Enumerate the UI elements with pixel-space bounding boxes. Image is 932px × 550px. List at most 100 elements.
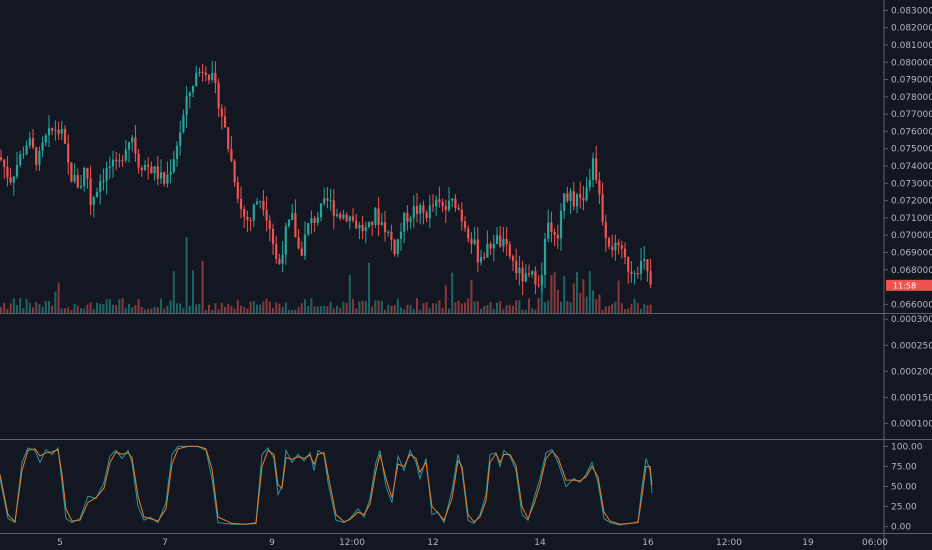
volume-bar [102,304,105,313]
volume-bar [294,309,297,313]
candle-body [419,205,422,214]
candle-body [390,231,393,241]
indicator-axis-label: 0.000250 [891,341,932,351]
candle-body [294,213,297,238]
time-axis[interactable]: 5 7 9 12:00 12 14 16 12:00 19 06:00 [57,538,888,548]
volume-bar [249,301,252,313]
price-axis-label: 0.077000 [891,110,932,120]
candle-body [435,199,438,207]
volume-bar [531,308,534,313]
volume-bar [195,304,198,313]
price-panel[interactable] [0,60,652,313]
stochastic-axis[interactable]: 100.00 75.00 50.00 25.00 0.00 [884,442,923,533]
candle-body [233,160,236,183]
candle-body [479,256,483,263]
candle-body [307,223,310,235]
volume-bar [640,308,642,313]
candle-body [47,127,51,136]
candle-body [265,209,268,221]
volume-bar [387,304,390,313]
candle-body [623,248,627,258]
candle-body [553,232,556,235]
candle-body [444,206,447,210]
volume-bar [288,309,290,313]
candle-body [595,158,598,181]
volume-bar [38,304,41,313]
candle-body [563,193,566,211]
time-axis-label: 06:00 [862,538,888,548]
volume-bar [400,307,402,313]
volume-bar [89,302,92,313]
volume-bar [547,300,550,313]
candle-body [198,71,201,74]
candle-body [38,150,41,165]
candle-body [246,216,249,221]
volume-bar [601,309,604,313]
volume-bar [144,309,146,313]
volume-bar [518,300,521,313]
volume-bar [608,306,610,313]
volume-bar [416,298,418,313]
volume-bar [166,305,169,313]
volume-bar [646,305,649,313]
volume-bar [259,304,262,313]
candle-body [121,160,124,162]
volume-bar [624,309,626,313]
volume-bar [313,306,316,313]
candle-body [108,166,111,168]
stochastic-panel[interactable] [0,445,653,526]
indicator-axis[interactable]: 0.000300 0.000250 0.000200 0.000150 0.000100 [884,315,932,429]
candle-body [524,273,527,282]
volume-bar [320,306,322,313]
candle-body [617,242,620,246]
candle-body [396,238,399,254]
price-axis-label: 0.083000 [891,6,932,16]
volume-bar [214,303,217,313]
volume-bar [48,301,50,313]
volume-bar [169,300,172,313]
candle-body [118,160,121,162]
volume-bar [576,272,578,313]
volume-bar [390,305,393,313]
indicator-axis-label: 0.000150 [891,393,932,403]
volume-bar [457,300,460,313]
volume-bar [118,299,121,313]
candle-body [99,181,102,192]
volume-bar [582,279,585,313]
candle-body [147,164,150,167]
candle-body [163,172,166,184]
candle-body [649,271,652,285]
volume-bar [22,308,25,313]
volume-bar [432,303,434,313]
volume-bar [393,305,396,313]
candle-body [502,238,505,247]
candle-body [415,206,419,214]
volume-bar [636,303,639,313]
volume-bar [28,302,31,313]
volume-bar [275,302,278,313]
volume-bar [156,307,159,313]
volume-bar [32,307,34,313]
indicator-axis-label: 0.000200 [891,367,932,377]
candle-body [611,246,614,251]
volume-bar [361,300,364,313]
price-axis-label: 0.066000 [891,300,932,310]
price-axis[interactable]: 0.083000 0.082000 0.081000 0.080000 0.079000… [884,6,932,310]
candle-body [278,258,281,264]
volume-bar [502,309,505,313]
volume-bar [252,300,255,313]
price-axis-label: 0.071000 [891,214,932,224]
volume-bar [649,304,652,313]
volume-bar [409,305,412,313]
candle-body [303,234,307,256]
candle-body [204,72,207,76]
volume-bar [323,305,326,313]
candle-body [607,238,611,247]
volume-bar [41,306,44,313]
candle-body [271,228,275,245]
candle-body [374,208,377,226]
volume-bar [384,309,386,313]
volume-bar [364,301,367,313]
volume-bar [553,272,556,313]
